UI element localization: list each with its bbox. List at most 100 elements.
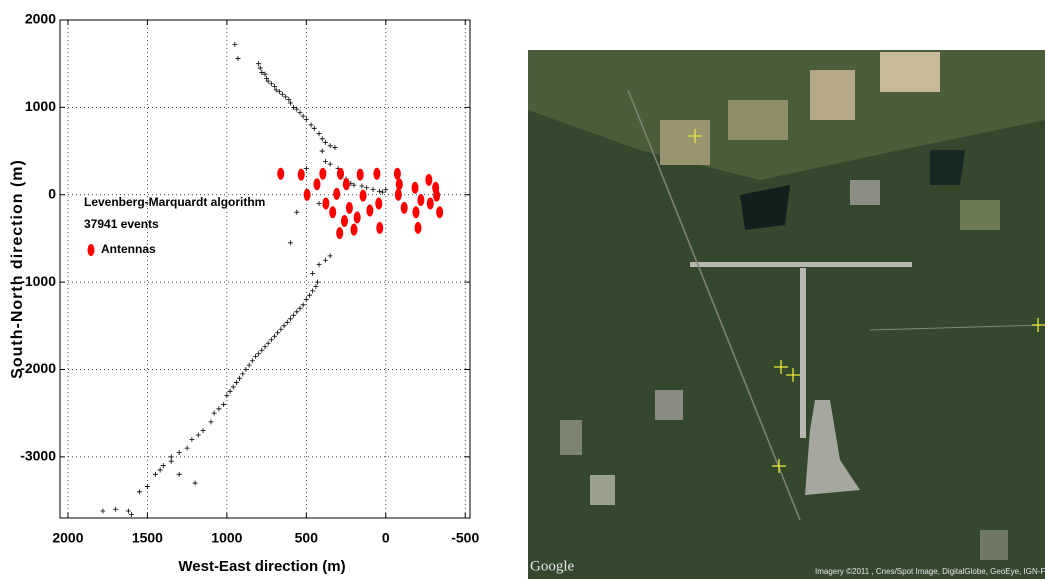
antenna-point <box>340 214 348 227</box>
event-point <box>129 512 135 518</box>
event-point <box>224 393 230 399</box>
antenna-point <box>414 221 422 234</box>
antenna-point <box>393 167 401 180</box>
antenna-point <box>433 189 441 202</box>
event-point <box>221 401 227 407</box>
event-point <box>192 480 198 486</box>
event-point <box>294 309 300 315</box>
event-point <box>136 489 142 495</box>
x-tick-label: -500 <box>451 530 479 546</box>
event-point <box>316 262 322 268</box>
event-point <box>314 279 320 285</box>
event-point <box>176 449 182 455</box>
event-point <box>322 257 328 263</box>
antenna-point <box>394 188 402 201</box>
event-point <box>168 454 174 460</box>
event-point <box>287 100 293 106</box>
x-tick-label: 2000 <box>52 530 83 546</box>
event-point <box>268 81 274 87</box>
y-tick-label: 0 <box>48 185 56 201</box>
y-axis-label: South-North direction (m) <box>9 159 26 379</box>
event-point <box>200 428 206 434</box>
event-point <box>306 292 312 298</box>
event-point <box>278 326 284 332</box>
antenna-point <box>342 178 350 191</box>
event-point <box>275 330 281 336</box>
event-point <box>276 89 282 95</box>
event-point <box>286 97 292 103</box>
event-point <box>332 145 338 151</box>
antenna-point <box>297 168 305 181</box>
event-point <box>319 136 325 142</box>
event-point <box>383 186 389 192</box>
event-point <box>273 87 279 93</box>
map-credits: Imagery ©2011 , Cnes/Spot Image, Digital… <box>815 567 1045 576</box>
event-point <box>268 337 274 343</box>
event-point <box>283 94 289 100</box>
event-point <box>311 125 317 131</box>
event-point <box>195 432 201 438</box>
event-point <box>100 508 106 514</box>
y-tick-label: 1000 <box>25 98 56 114</box>
antenna-point <box>353 211 361 224</box>
event-point <box>327 161 333 167</box>
event-point <box>252 353 258 359</box>
antenna-point <box>350 223 358 236</box>
event-point <box>279 91 285 97</box>
event-point <box>235 55 241 61</box>
event-point <box>370 186 376 192</box>
event-point <box>189 436 195 442</box>
antenna-point <box>400 201 408 214</box>
event-point <box>265 78 271 84</box>
event-point <box>376 188 382 194</box>
x-axis-label: West-East direction (m) <box>178 558 345 575</box>
event-point <box>281 323 287 329</box>
y-tick-label: 2000 <box>25 11 56 27</box>
event-point <box>287 316 293 322</box>
event-point <box>316 131 322 137</box>
event-point <box>257 65 263 71</box>
antenna-point <box>373 167 381 180</box>
event-point <box>308 122 314 128</box>
event-point <box>303 297 309 303</box>
antenna-point <box>411 181 419 194</box>
antenna-point <box>436 206 444 219</box>
y-tick-label: -2000 <box>20 360 56 376</box>
event-point <box>291 104 297 110</box>
event-point <box>184 445 190 451</box>
antenna-point <box>426 197 434 210</box>
event-point <box>310 288 316 294</box>
event-point <box>322 159 328 165</box>
antenna-point <box>412 206 420 219</box>
event-point <box>297 110 303 116</box>
event-point <box>256 61 262 67</box>
event-point <box>232 41 238 47</box>
event-point <box>256 351 262 357</box>
antenna-point <box>376 221 384 234</box>
event-point <box>152 471 158 477</box>
map-logo: Google <box>530 558 575 574</box>
legend-text: 37941 events <box>84 217 159 231</box>
event-point <box>160 463 166 469</box>
y-tick-label: -3000 <box>20 448 56 464</box>
event-point <box>359 183 365 189</box>
antenna-point <box>313 178 321 191</box>
x-tick-label: 1000 <box>211 530 242 546</box>
event-point <box>227 388 233 394</box>
antenna-point <box>333 187 341 200</box>
event-point <box>230 384 236 390</box>
event-point <box>243 366 249 372</box>
antenna-point <box>375 197 383 210</box>
antenna-point <box>336 167 344 180</box>
event-point <box>300 113 306 119</box>
event-point <box>327 143 333 149</box>
event-point <box>208 419 214 425</box>
antenna-point <box>366 204 374 217</box>
event-point <box>300 302 306 308</box>
event-point <box>287 240 293 246</box>
antenna-point <box>356 168 364 181</box>
event-point <box>113 506 119 512</box>
antenna-point <box>425 173 433 186</box>
event-point <box>316 200 322 206</box>
